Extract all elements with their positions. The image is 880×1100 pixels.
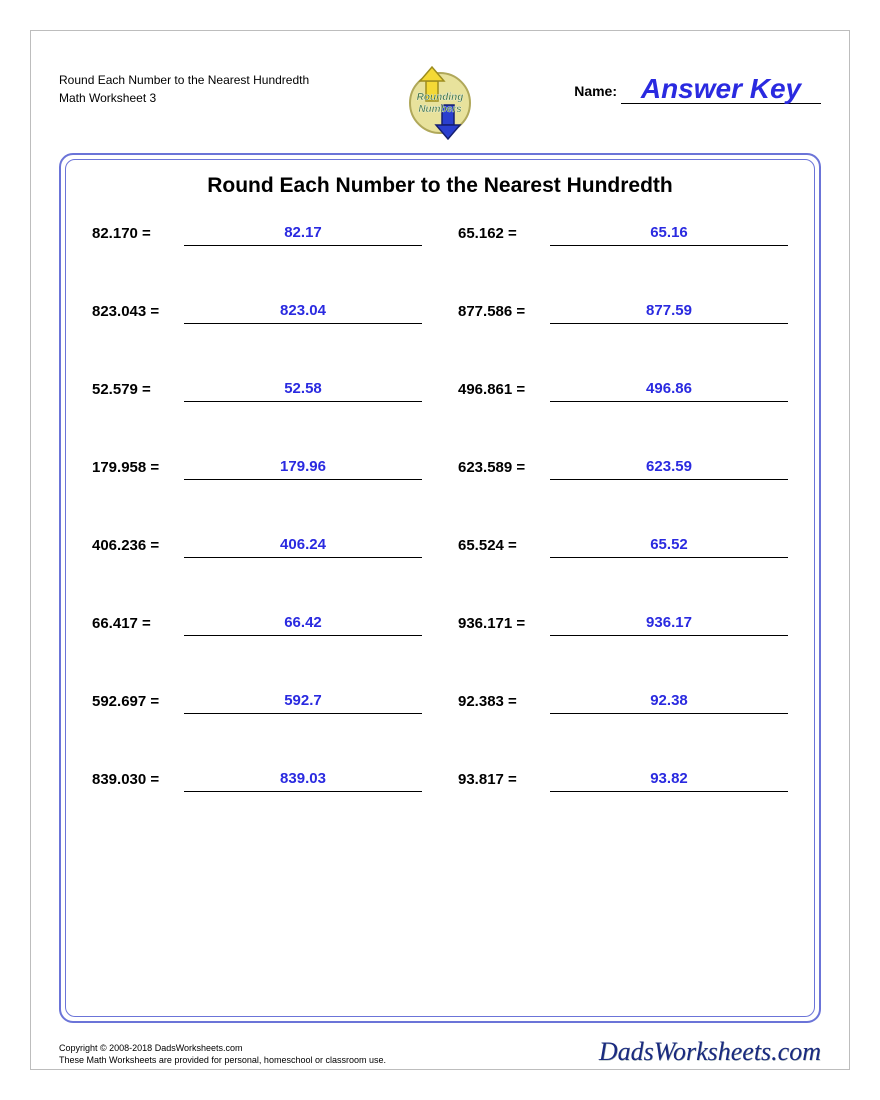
- logo: Rounding Numbers: [394, 63, 486, 148]
- problem: 82.170 =82.17: [92, 224, 422, 246]
- problem: 93.817 =93.82: [458, 770, 788, 792]
- problem-answer: 592.7: [184, 692, 422, 714]
- problem: 66.417 =66.42: [92, 614, 422, 636]
- problem-question: 877.586 =: [458, 303, 550, 324]
- problem: 877.586 =877.59: [458, 302, 788, 324]
- problem-answer: 65.16: [550, 224, 788, 246]
- problem: 65.524 =65.52: [458, 536, 788, 558]
- copyright-line2: These Math Worksheets are provided for p…: [59, 1054, 386, 1067]
- problem-answer: 936.17: [550, 614, 788, 636]
- problem-answer: 623.59: [550, 458, 788, 480]
- problem-question: 936.171 =: [458, 615, 550, 636]
- problem-answer: 66.42: [184, 614, 422, 636]
- worksheet-page: Round Each Number to the Nearest Hundred…: [30, 30, 850, 1070]
- problem-answer: 406.24: [184, 536, 422, 558]
- problem-question: 66.417 =: [92, 615, 184, 636]
- problem-question: 823.043 =: [92, 303, 184, 324]
- copyright: Copyright © 2008-2018 DadsWorksheets.com…: [59, 1042, 386, 1067]
- problem: 65.162 =65.16: [458, 224, 788, 246]
- problem: 623.589 =623.59: [458, 458, 788, 480]
- problem-answer: 65.52: [550, 536, 788, 558]
- problems-grid: 82.170 =82.17 65.162 =65.16 823.043 =823.0…: [92, 224, 788, 792]
- svg-text:Rounding: Rounding: [417, 92, 464, 103]
- problem: 406.236 =406.24: [92, 536, 422, 558]
- problem: 592.697 =592.7: [92, 692, 422, 714]
- header-left: Round Each Number to the Nearest Hundred…: [59, 65, 319, 107]
- problem-answer: 877.59: [550, 302, 788, 324]
- problem: 179.958 =179.96: [92, 458, 422, 480]
- svg-text:Numbers: Numbers: [418, 104, 462, 115]
- brand-text: DadsWorksheets.com: [599, 1037, 821, 1067]
- problem-question: 839.030 =: [92, 771, 184, 792]
- name-underline: Answer Key: [621, 71, 821, 104]
- problem-answer: 93.82: [550, 770, 788, 792]
- problem-answer: 823.04: [184, 302, 422, 324]
- problem: 839.030 =839.03: [92, 770, 422, 792]
- copyright-line1: Copyright © 2008-2018 DadsWorksheets.com: [59, 1042, 386, 1055]
- problem-question: 92.383 =: [458, 693, 550, 714]
- footer: Copyright © 2008-2018 DadsWorksheets.com…: [59, 1037, 821, 1067]
- problem-question: 592.697 =: [92, 693, 184, 714]
- problem-question: 496.861 =: [458, 381, 550, 402]
- problem-question: 65.162 =: [458, 225, 550, 246]
- problem-question: 623.589 =: [458, 459, 550, 480]
- problem: 92.383 =92.38: [458, 692, 788, 714]
- name-field: Name: Answer Key: [574, 65, 821, 104]
- name-label: Name:: [574, 83, 617, 99]
- header-title-line1: Round Each Number to the Nearest Hundred…: [59, 71, 319, 89]
- problem-answer: 496.86: [550, 380, 788, 402]
- problem-question: 52.579 =: [92, 381, 184, 402]
- problem: 52.579 =52.58: [92, 380, 422, 402]
- problem-answer: 52.58: [184, 380, 422, 402]
- rounding-numbers-logo-icon: Rounding Numbers: [394, 63, 486, 143]
- worksheet-title: Round Each Number to the Nearest Hundred…: [92, 174, 788, 198]
- problem-answer: 839.03: [184, 770, 422, 792]
- problem-question: 179.958 =: [92, 459, 184, 480]
- problem: 823.043 =823.04: [92, 302, 422, 324]
- problem-answer: 92.38: [550, 692, 788, 714]
- answer-key-text: Answer Key: [641, 73, 801, 104]
- problem-question: 406.236 =: [92, 537, 184, 558]
- problem-question: 93.817 =: [458, 771, 550, 792]
- header: Round Each Number to the Nearest Hundred…: [59, 65, 821, 135]
- worksheet-frame-outer: Round Each Number to the Nearest Hundred…: [59, 153, 821, 1023]
- problem-question: 65.524 =: [458, 537, 550, 558]
- problem-answer: 179.96: [184, 458, 422, 480]
- problem: 936.171 =936.17: [458, 614, 788, 636]
- problem: 496.861 =496.86: [458, 380, 788, 402]
- header-title-line2: Math Worksheet 3: [59, 89, 319, 107]
- problem-answer: 82.17: [184, 224, 422, 246]
- worksheet-frame-inner: Round Each Number to the Nearest Hundred…: [65, 159, 815, 1017]
- problem-question: 82.170 =: [92, 225, 184, 246]
